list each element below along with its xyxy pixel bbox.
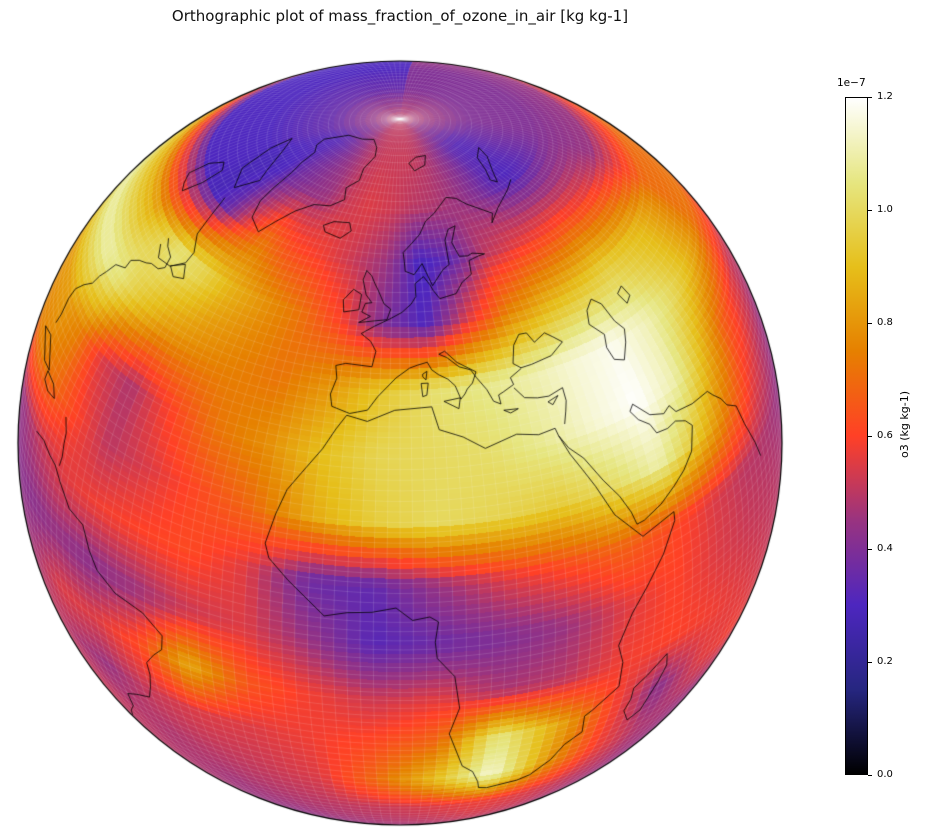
colorbar-tick-label: 0.2 (877, 656, 893, 667)
colorbar-tick (868, 96, 872, 98)
colorbar-tick-label: 0.6 (877, 430, 893, 441)
colorbar-tick-label: 0.0 (877, 769, 893, 780)
colorbar-tick (868, 548, 872, 550)
colorbar-tick-label: 0.8 (877, 317, 893, 328)
colorbar-tick-label: 0.4 (877, 543, 893, 554)
colorbar-axis-label: o3 (kg kg-1) (898, 391, 911, 458)
colorbar-gradient (845, 97, 868, 775)
colorbar-tick (868, 322, 872, 324)
colorbar-offset-label: 1e−7 (837, 77, 866, 89)
colorbar-tick (868, 209, 872, 211)
colorbar-tick-label: 1.2 (877, 91, 893, 102)
colorbar-tick (868, 661, 872, 663)
colorbar-tick (868, 774, 872, 776)
colorbar-tick-label: 1.0 (877, 204, 893, 215)
colorbar-tick (868, 435, 872, 437)
